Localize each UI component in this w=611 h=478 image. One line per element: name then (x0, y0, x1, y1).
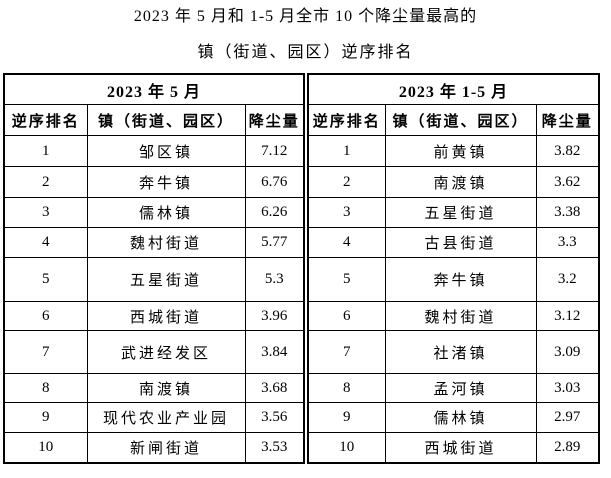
table-row: 8 孟河镇 3.03 (307, 373, 600, 403)
table-row: 4 古县街道 3.3 (307, 227, 600, 258)
period-header-row: 2023 年 5 月 (3, 73, 305, 105)
dustfall-cell: 3.56 (244, 402, 305, 433)
table-row: 10 新闸街道 3.53 (3, 432, 305, 463)
table-row: 1 前黄镇 3.82 (307, 135, 600, 167)
town-cell: 五星街道 (384, 197, 537, 228)
table-row: 5 五星街道 5.3 (3, 257, 305, 302)
rank-cell: 9 (3, 402, 88, 433)
table-row: 1 邹区镇 7.12 (3, 135, 305, 167)
table-row: 6 西城街道 3.96 (3, 301, 305, 331)
table-row: 5 奔牛镇 3.2 (307, 257, 600, 302)
table-row: 9 现代农业产业园 3.56 (3, 402, 305, 433)
dustfall-cell: 5.3 (244, 257, 305, 302)
dustfall-cell: 3.03 (535, 373, 600, 403)
rank-cell: 5 (3, 257, 88, 302)
table-row: 7 社渚镇 3.09 (307, 330, 600, 374)
town-cell: 奔牛镇 (86, 166, 246, 198)
town-cell: 魏村街道 (384, 301, 537, 331)
dustfall-cell: 3.2 (535, 257, 600, 302)
rank-cell: 3 (3, 197, 88, 228)
rank-cell: 3 (307, 197, 386, 228)
town-cell: 西城街道 (384, 432, 537, 463)
table-row: 3 儒林镇 6.26 (3, 197, 305, 228)
town-cell: 邹区镇 (86, 135, 246, 167)
town-cell: 南渡镇 (86, 373, 246, 403)
rank-cell: 1 (3, 135, 88, 167)
table-row: 4 魏村街道 5.77 (3, 227, 305, 258)
col-header-dustfall: 降尘量 (535, 104, 600, 136)
town-cell: 儒林镇 (86, 197, 246, 228)
table-row: 2 奔牛镇 6.76 (3, 166, 305, 198)
rank-cell: 9 (307, 402, 386, 433)
town-cell: 奔牛镇 (384, 257, 537, 302)
dustfall-cell: 3.12 (535, 301, 600, 331)
dustfall-cell: 2.89 (535, 432, 600, 463)
rank-cell: 5 (307, 257, 386, 302)
rank-cell: 10 (307, 432, 386, 463)
rank-cell: 4 (3, 227, 88, 258)
dustfall-cell: 3.38 (535, 197, 600, 228)
dustfall-cell: 3.62 (535, 166, 600, 198)
rank-cell: 2 (307, 166, 386, 198)
town-cell: 儒林镇 (384, 402, 537, 433)
page-title: 2023 年 5 月和 1-5 月全市 10 个降尘量最高的 (133, 8, 478, 25)
rank-cell: 7 (3, 330, 88, 374)
town-cell: 社渚镇 (384, 330, 537, 374)
table-row: 2 南渡镇 3.62 (307, 166, 600, 198)
town-cell: 西城街道 (86, 301, 246, 331)
column-header-row: 逆序排名 镇（街道、园区） 降尘量 (307, 104, 600, 136)
town-cell: 前黄镇 (384, 135, 537, 167)
column-header-row: 逆序排名 镇（街道、园区） 降尘量 (3, 104, 305, 136)
dustfall-cell: 3.3 (535, 227, 600, 258)
table-row: 7 武进经发区 3.84 (3, 330, 305, 374)
col-header-rank: 逆序排名 (3, 104, 88, 136)
dustfall-cell: 3.53 (244, 432, 305, 463)
dustfall-cell: 6.26 (244, 197, 305, 228)
dustfall-cell: 3.84 (244, 330, 305, 374)
table-row: 8 南渡镇 3.68 (3, 373, 305, 403)
dustfall-cell: 3.09 (535, 330, 600, 374)
table-row: 3 五星街道 3.38 (307, 197, 600, 228)
period-header-may: 2023 年 5 月 (3, 73, 305, 105)
rank-cell: 8 (3, 373, 88, 403)
ranking-tables: 2023 年 5 月 逆序排名 镇（街道、园区） 降尘量 1 邹区镇 7.12 … (3, 73, 611, 464)
town-cell: 新闸街道 (86, 432, 246, 463)
rank-cell: 2 (3, 166, 88, 198)
report-page: 2023 年 5 月和 1-5 月全市 10 个降尘量最高的 镇（街道、园区）逆… (0, 7, 611, 464)
rank-cell: 10 (3, 432, 88, 463)
dustfall-cell: 6.76 (244, 166, 305, 198)
period-header-row: 2023 年 1-5 月 (307, 73, 600, 105)
dustfall-cell: 2.97 (535, 402, 600, 433)
table-row: 10 西城街道 2.89 (307, 432, 600, 463)
page-subtitle: 镇（街道、园区）逆序排名 (197, 44, 414, 61)
dustfall-cell: 7.12 (244, 135, 305, 167)
col-header-town: 镇（街道、园区） (384, 104, 537, 136)
rank-cell: 8 (307, 373, 386, 403)
town-cell: 孟河镇 (384, 373, 537, 403)
col-header-town: 镇（街道、园区） (86, 104, 246, 136)
table-jan-may-2023: 2023 年 1-5 月 逆序排名 镇（街道、园区） 降尘量 1 前黄镇 3.8… (307, 73, 600, 464)
dustfall-cell: 3.82 (535, 135, 600, 167)
town-cell: 武进经发区 (86, 330, 246, 374)
town-cell: 魏村街道 (86, 227, 246, 258)
table-may-2023: 2023 年 5 月 逆序排名 镇（街道、园区） 降尘量 1 邹区镇 7.12 … (3, 73, 305, 464)
rank-cell: 6 (3, 301, 88, 331)
table-row: 9 儒林镇 2.97 (307, 402, 600, 433)
town-cell: 五星街道 (86, 257, 246, 302)
town-cell: 现代农业产业园 (86, 402, 246, 433)
town-cell: 古县街道 (384, 227, 537, 258)
col-header-dustfall: 降尘量 (244, 104, 305, 136)
dustfall-cell: 5.77 (244, 227, 305, 258)
col-header-rank: 逆序排名 (307, 104, 386, 136)
dustfall-cell: 3.96 (244, 301, 305, 331)
table-row: 6 魏村街道 3.12 (307, 301, 600, 331)
rank-cell: 7 (307, 330, 386, 374)
dustfall-cell: 3.68 (244, 373, 305, 403)
rank-cell: 4 (307, 227, 386, 258)
town-cell: 南渡镇 (384, 166, 537, 198)
rank-cell: 1 (307, 135, 386, 167)
period-header-jan-may: 2023 年 1-5 月 (307, 73, 600, 105)
rank-cell: 6 (307, 301, 386, 331)
